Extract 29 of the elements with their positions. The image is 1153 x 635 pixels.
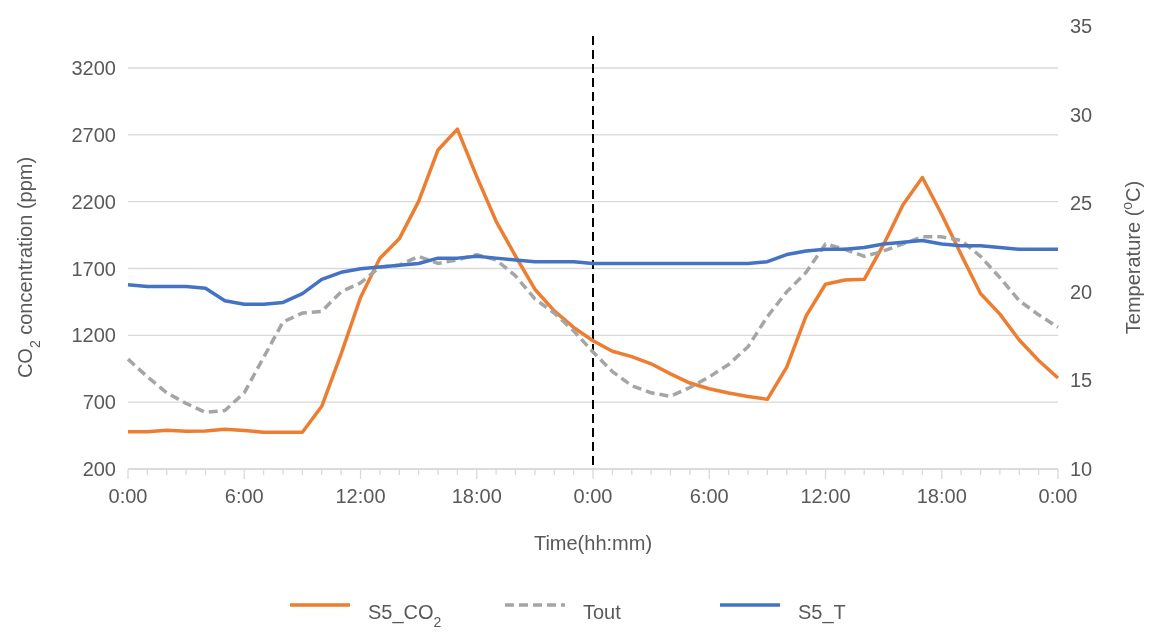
y-tick-label: 2700 <box>71 123 116 146</box>
y-tick-label: 2200 <box>71 190 116 213</box>
y-tick-label: 1200 <box>71 324 116 347</box>
x-tick-label: 0:00 <box>573 485 613 507</box>
y2-tick-label: 20 <box>1070 280 1093 303</box>
y-tick-label: 1700 <box>71 257 116 280</box>
x-tick-label: 12:00 <box>800 485 851 507</box>
legend-label: S5_CO$_{2}$ <box>368 601 442 630</box>
y2-tick-label: 35 <box>1070 15 1093 37</box>
y-tick-label: 200 <box>82 458 116 480</box>
y2-tick-label: 25 <box>1070 192 1093 215</box>
y2-tick-label: 30 <box>1070 103 1093 126</box>
x-tick-label: 12:00 <box>335 485 386 507</box>
y-tick-label: 3200 <box>71 57 116 79</box>
y2-tick-label: 10 <box>1070 458 1093 480</box>
line-series <box>126 127 1060 434</box>
line-series <box>126 238 1060 306</box>
y-tick-label: 700 <box>82 391 116 414</box>
x-tick-label: 6:00 <box>224 485 264 507</box>
line-series <box>126 235 1060 415</box>
legend-label: Tout <box>583 601 622 623</box>
x-tick-label: 18:00 <box>916 485 967 507</box>
x-tick-label: 6:00 <box>689 485 729 507</box>
legend-label: S5_T <box>798 601 846 624</box>
x-tick-label: 18:00 <box>451 485 502 507</box>
x-axis-title: Time(hh:mm) <box>533 532 653 554</box>
y2-tick-label: 15 <box>1070 369 1093 392</box>
x-tick-label: 0:00 <box>1038 485 1078 507</box>
x-tick-label: 0:00 <box>108 485 148 507</box>
